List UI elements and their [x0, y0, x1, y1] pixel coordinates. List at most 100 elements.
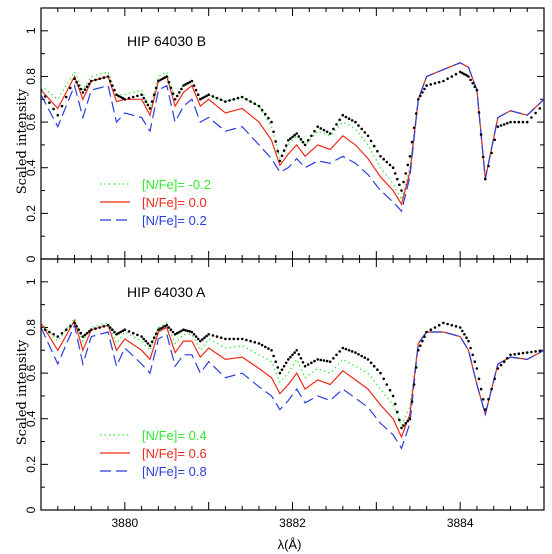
observed-point — [75, 325, 78, 328]
observed-point — [344, 347, 348, 351]
observed-point — [437, 323, 441, 327]
observed-point — [276, 149, 280, 153]
observed-point — [236, 96, 240, 100]
observed-point — [245, 98, 248, 101]
observed-point — [429, 83, 433, 86]
observed-point — [81, 335, 85, 338]
observed-point — [150, 340, 154, 344]
y-tick-label: 0.4 — [24, 159, 38, 176]
observed-point — [517, 120, 521, 124]
observed-point — [347, 117, 351, 120]
observed-point — [196, 337, 200, 341]
observed-point — [313, 129, 316, 133]
observed-point — [48, 330, 51, 334]
y-tick-label: 1 — [24, 27, 38, 34]
series-line-2 — [41, 319, 544, 439]
observed-point — [228, 337, 231, 341]
observed-point — [215, 335, 219, 338]
observed-point — [155, 332, 158, 336]
observed-point — [513, 353, 516, 356]
observed-point — [338, 118, 342, 122]
observed-point — [328, 132, 332, 135]
observed-point — [102, 76, 106, 79]
observed-point — [530, 116, 533, 119]
observed-point — [398, 183, 401, 187]
x-axis-label: λ(Å) — [278, 537, 302, 552]
observed-point — [335, 353, 338, 357]
observed-point — [121, 96, 124, 100]
y-tick-label: 1 — [24, 278, 38, 285]
observed-point — [481, 155, 485, 159]
observed-point — [306, 363, 310, 366]
observed-point — [188, 80, 192, 84]
observed-point — [260, 343, 264, 347]
observed-point — [165, 75, 169, 78]
observed-point — [458, 326, 462, 329]
observed-point — [207, 333, 210, 336]
observed-point — [525, 120, 529, 124]
observed-point — [484, 177, 487, 181]
observed-point — [425, 84, 428, 87]
observed-point — [192, 84, 196, 87]
observed-point — [77, 328, 80, 332]
observed-point — [506, 357, 509, 360]
y-axis-label: Scaled intensity — [15, 339, 30, 445]
observed-point — [205, 334, 208, 338]
observed-point — [299, 137, 303, 141]
panel-1: 0 0.2 0.4 0.6 0.8 1 Scaled intensity HIP 64030 … — [15, 7, 545, 262]
observed-point — [111, 328, 114, 332]
observed-point — [487, 164, 490, 168]
observed-point — [423, 87, 426, 91]
observed-point — [463, 72, 466, 76]
observed-point — [499, 363, 503, 367]
observed-point — [184, 83, 187, 86]
observed-point — [454, 325, 458, 328]
observed-point — [159, 78, 162, 82]
observed-point — [534, 350, 537, 353]
observed-point — [301, 361, 305, 364]
observed-point — [310, 361, 313, 365]
observed-point — [274, 360, 278, 364]
observed-point — [404, 422, 408, 425]
y-tick-label: 0.8 — [24, 319, 38, 336]
observed-point — [406, 163, 410, 167]
observed-point — [363, 356, 367, 360]
observed-point — [85, 331, 89, 335]
observed-point — [469, 346, 472, 350]
observed-point — [131, 95, 135, 99]
observed-point — [106, 323, 110, 327]
observed-point — [412, 126, 416, 130]
x-tick-label: 3884 — [447, 516, 474, 530]
observed-point — [205, 94, 208, 98]
observed-point — [178, 330, 181, 334]
observed-point — [402, 180, 405, 184]
observed-point — [450, 323, 454, 327]
observed-point — [396, 410, 399, 414]
observed-point — [157, 328, 160, 332]
observed-point — [48, 101, 51, 104]
observed-point — [270, 120, 273, 124]
observed-point — [396, 177, 399, 181]
observed-point — [291, 353, 294, 357]
observed-point — [461, 329, 464, 333]
observed-point — [142, 96, 145, 100]
observed-point — [148, 107, 152, 110]
observed-point — [487, 398, 490, 401]
observed-point — [306, 139, 310, 142]
observed-spectrum — [41, 321, 542, 430]
observed-point — [144, 339, 148, 343]
observed-point — [98, 77, 101, 80]
observed-point — [178, 91, 181, 94]
observed-point — [270, 349, 273, 352]
observed-point — [60, 331, 64, 335]
observed-point — [429, 328, 433, 332]
observed-point — [64, 95, 68, 99]
observed-point — [350, 350, 354, 353]
observed-point — [140, 93, 143, 96]
observed-point — [437, 80, 441, 84]
observed-point — [372, 144, 376, 148]
observed-point — [297, 135, 301, 138]
observed-point — [446, 322, 449, 326]
observed-point — [493, 377, 497, 381]
observed-point — [194, 88, 198, 92]
